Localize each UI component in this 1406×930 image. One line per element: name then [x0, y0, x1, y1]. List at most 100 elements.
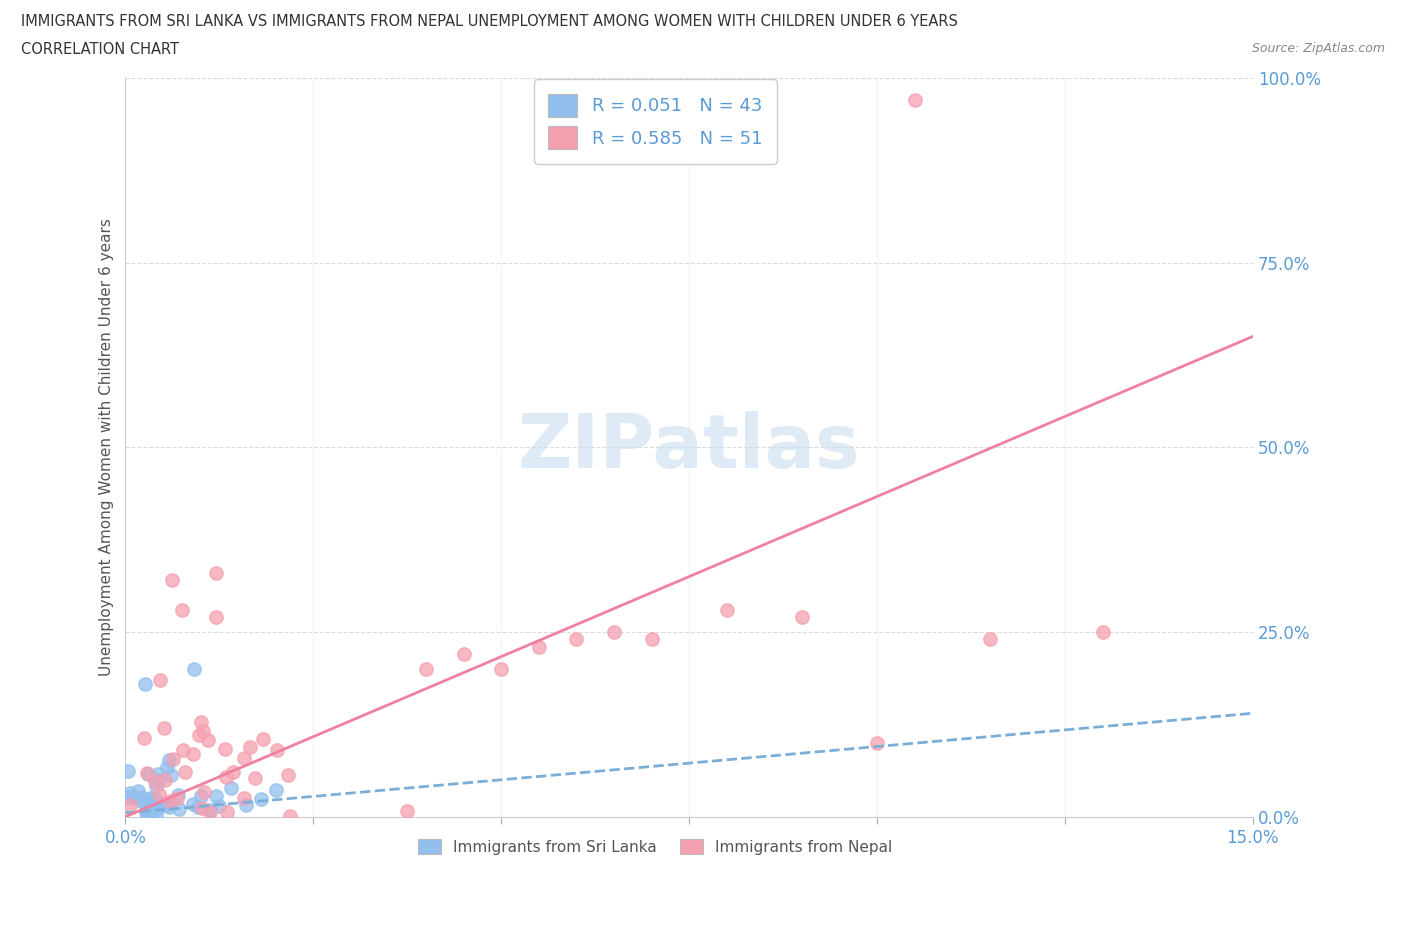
Point — [183, 661, 205, 676]
Point — [198, 803, 221, 817]
Point — [141, 804, 163, 819]
Text: IMMIGRANTS FROM SRI LANKA VS IMMIGRANTS FROM NEPAL UNEMPLOYMENT AMONG WOMEN WITH: IMMIGRANTS FROM SRI LANKA VS IMMIGRANTS … — [21, 14, 957, 29]
Point — [135, 804, 157, 819]
Point — [214, 742, 236, 757]
Point — [188, 727, 211, 742]
Point — [153, 721, 176, 736]
Point — [193, 724, 215, 738]
Text: Source: ZipAtlas.com: Source: ZipAtlas.com — [1251, 42, 1385, 55]
Point — [233, 751, 256, 765]
Point — [866, 736, 889, 751]
Point — [904, 92, 927, 107]
Point — [145, 808, 167, 823]
Point — [148, 787, 170, 802]
Point — [139, 792, 162, 807]
Point — [396, 804, 419, 818]
Point — [135, 802, 157, 817]
Point — [148, 800, 170, 815]
Point — [232, 790, 254, 805]
Point — [453, 646, 475, 661]
Point — [252, 731, 274, 746]
Point — [162, 751, 184, 766]
Point — [266, 742, 288, 757]
Point — [143, 796, 166, 811]
Legend: Immigrants from Sri Lanka, Immigrants from Nepal: Immigrants from Sri Lanka, Immigrants fr… — [412, 832, 898, 861]
Point — [190, 789, 212, 804]
Point — [174, 764, 197, 779]
Point — [135, 802, 157, 817]
Y-axis label: Unemployment Among Women with Children Under 6 years: Unemployment Among Women with Children U… — [100, 219, 114, 676]
Point — [172, 743, 194, 758]
Point — [181, 796, 204, 811]
Point — [197, 733, 219, 748]
Point — [527, 639, 550, 654]
Point — [219, 781, 242, 796]
Point — [131, 790, 153, 804]
Point — [200, 804, 222, 819]
Point — [235, 798, 257, 813]
Point — [135, 765, 157, 780]
Point — [640, 631, 662, 646]
Point — [153, 772, 176, 787]
Point — [243, 770, 266, 785]
Point — [157, 800, 180, 815]
Point — [276, 768, 298, 783]
Point — [217, 804, 239, 819]
Point — [117, 764, 139, 778]
Point — [132, 730, 155, 745]
Text: ZIPatlas: ZIPatlas — [517, 411, 860, 484]
Point — [148, 773, 170, 788]
Point — [278, 808, 301, 823]
Point — [190, 715, 212, 730]
Point — [181, 747, 204, 762]
Point — [215, 770, 238, 785]
Point — [150, 798, 173, 813]
Point — [138, 767, 160, 782]
Point — [979, 631, 1001, 646]
Point — [415, 661, 437, 676]
Point — [491, 661, 513, 676]
Point — [1091, 625, 1114, 640]
Point — [222, 764, 245, 779]
Point — [159, 793, 181, 808]
Point — [167, 788, 190, 803]
Point — [716, 603, 738, 618]
Point — [149, 673, 172, 688]
Point — [204, 789, 226, 804]
Point — [193, 784, 215, 799]
Point — [156, 759, 179, 774]
Point — [134, 676, 156, 691]
Point — [124, 790, 146, 805]
Point — [136, 807, 159, 822]
Point — [565, 631, 588, 646]
Point — [148, 766, 170, 781]
Point — [157, 797, 180, 812]
Point — [264, 782, 287, 797]
Point — [207, 799, 229, 814]
Point — [249, 791, 271, 806]
Point — [166, 790, 188, 805]
Point — [603, 625, 626, 640]
Point — [159, 768, 181, 783]
Point — [187, 800, 209, 815]
Point — [143, 774, 166, 789]
Text: CORRELATION CHART: CORRELATION CHART — [21, 42, 179, 57]
Point — [191, 800, 214, 815]
Point — [790, 610, 813, 625]
Point — [204, 565, 226, 580]
Point — [153, 798, 176, 813]
Point — [118, 785, 141, 800]
Point — [160, 573, 183, 588]
Point — [145, 792, 167, 807]
Point — [172, 603, 194, 618]
Point — [128, 792, 150, 807]
Point — [145, 779, 167, 794]
Point — [157, 753, 180, 768]
Point — [167, 802, 190, 817]
Point — [127, 784, 149, 799]
Point — [239, 740, 262, 755]
Point — [138, 790, 160, 805]
Point — [205, 610, 228, 625]
Point — [120, 797, 142, 812]
Point — [117, 790, 139, 804]
